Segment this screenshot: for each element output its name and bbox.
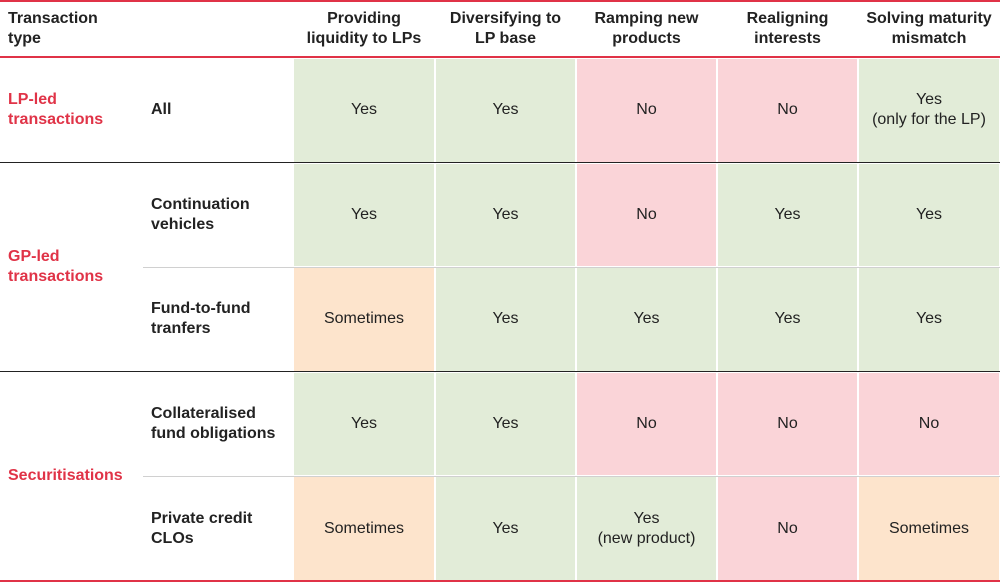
cell: Yes (only for the LP)	[859, 59, 999, 162]
bottom-rule	[0, 580, 1000, 582]
row-label: Fund-to-fund tranfers	[143, 267, 293, 372]
row-label-text: Continuation vehicles	[151, 195, 250, 233]
cell: Yes	[436, 163, 575, 267]
row-label: Private credit CLOs	[143, 476, 293, 581]
row-label: Collateralised fund obligations	[143, 372, 293, 477]
cell: No	[718, 59, 857, 162]
cell: No	[718, 372, 857, 476]
row-label-text: Fund-to-fund tranfers	[151, 300, 251, 338]
column-header: Providing liquidity to LPs	[306, 9, 422, 47]
cell: Yes	[436, 59, 575, 162]
cell: Yes	[294, 59, 434, 162]
group-label-text: GP-led transactions	[8, 248, 104, 286]
group-label: Securitisations	[0, 372, 143, 581]
header-label: Transaction type	[8, 9, 98, 47]
cell: No	[718, 477, 857, 580]
cell: Sometimes	[294, 477, 434, 580]
cell: Yes	[577, 268, 716, 371]
row-label: Continuation vehicles	[143, 163, 293, 268]
column-header: Ramping new products	[594, 9, 699, 47]
column-header: Diversifying to LP base	[449, 9, 562, 47]
cell: No	[577, 163, 716, 267]
group-label: GP-led transactions	[0, 163, 143, 372]
row-label-text: Collateralised fund obligations	[151, 405, 276, 443]
cell: No	[859, 372, 999, 476]
row-rule	[143, 475, 1000, 477]
cell: No	[577, 372, 716, 476]
cell: Yes	[859, 163, 999, 267]
row-label-text: Private credit CLOs	[151, 509, 253, 547]
column-header: Solving maturity mismatch	[866, 9, 992, 47]
cell: No	[577, 59, 716, 162]
cell: Yes	[718, 268, 857, 371]
cell: Sometimes	[294, 268, 434, 371]
top-rule	[0, 0, 1000, 2]
cell: Yes	[294, 372, 434, 476]
row-label-text: All	[151, 101, 172, 119]
cell: Yes	[436, 372, 575, 476]
cell: Yes	[436, 268, 575, 371]
header-rule	[0, 56, 1000, 58]
row-label: All	[143, 58, 293, 163]
group-rule	[0, 370, 1000, 373]
group-label: LP-led transactions	[0, 58, 143, 163]
cell: Sometimes	[859, 477, 999, 580]
cell: Yes	[294, 163, 434, 267]
row-rule	[143, 266, 1000, 268]
group-label-text: LP-led transactions	[8, 91, 104, 129]
group-rule	[0, 161, 1000, 164]
cell: Yes	[718, 163, 857, 267]
group-label-text: Securitisations	[8, 467, 123, 485]
cell: Yes (new product)	[577, 477, 716, 580]
column-header: Realigning interests	[746, 9, 829, 47]
cell: Yes	[436, 477, 575, 580]
cell: Yes	[859, 268, 999, 371]
